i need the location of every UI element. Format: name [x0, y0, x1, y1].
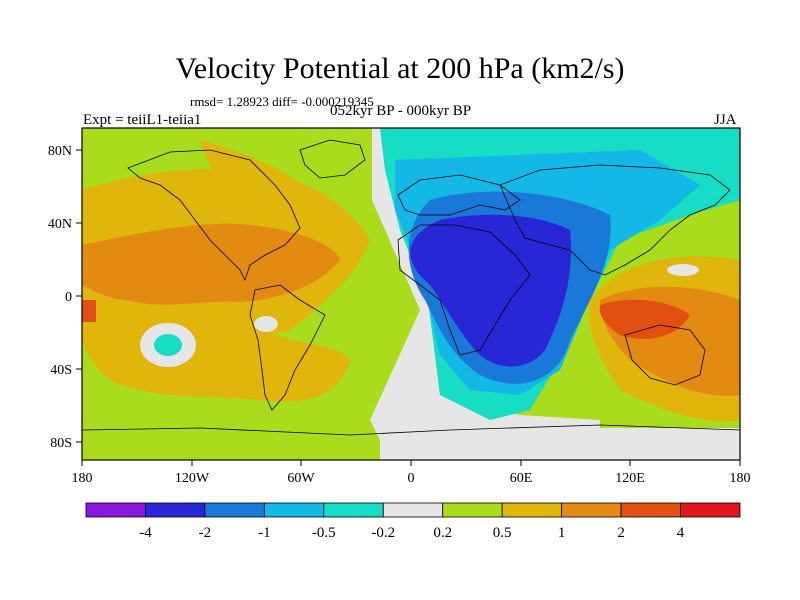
coastline-africa	[397, 224, 531, 356]
coastline-antarctica	[82, 424, 740, 436]
coastline-asia	[499, 164, 731, 276]
colorbar-swatch	[620, 502, 681, 518]
colorbar-swatch	[561, 502, 622, 518]
positive-americas-inner	[82, 223, 340, 305]
y-tick-label: 0	[65, 290, 72, 305]
colorbar-label: 0.2	[433, 525, 452, 541]
colorbar-swatch	[501, 502, 563, 518]
coastline-greenland	[299, 139, 366, 179]
y-tick-label: 80N	[48, 144, 72, 159]
eddy-negative	[154, 334, 182, 356]
colorbar-label: -4	[139, 525, 152, 541]
colorbar-swatch	[382, 502, 444, 518]
contour-field	[82, 128, 740, 460]
x-tick-label: 60E	[510, 471, 533, 486]
colorbar-label: -2	[199, 525, 212, 541]
colorbar-label: 1	[558, 525, 566, 541]
y-tick-label: 80S	[50, 436, 72, 451]
colorbar-label: -0.5	[312, 525, 336, 541]
chart-title: Velocity Potential at 200 hPa (km2/s)	[175, 52, 625, 85]
coastline-north-america	[127, 149, 301, 282]
positive-south-pacific	[82, 295, 350, 402]
colorbar-label: 2	[617, 525, 625, 541]
coastline-south-america	[249, 284, 326, 411]
x-tick-label: 0	[408, 471, 415, 486]
colorbar-label: 0.5	[493, 525, 512, 541]
colorbar-swatch	[323, 502, 384, 518]
x-tick-label: 180	[72, 471, 93, 486]
x-tick-label: 60W	[287, 471, 315, 486]
neutral-small-pacific	[667, 264, 699, 276]
experiment-label: Expt = teiiL1-teiia1	[83, 112, 202, 128]
coastline-australia	[624, 324, 706, 386]
colorbar-swatch	[263, 502, 325, 518]
x-tick-label: 180	[730, 471, 751, 486]
coastline-europe	[397, 174, 521, 216]
coastlines	[82, 139, 740, 436]
colorbar-swatch	[145, 502, 206, 518]
colorbar: -4 -2 -1 -0.5 -0.2 0.2 0.5 1 2 4	[85, 502, 741, 541]
colorbar-label: -1	[258, 525, 271, 541]
neutral-small-south-america	[254, 316, 278, 332]
colorbar-swatch	[680, 502, 741, 518]
colorbar-swatch	[442, 502, 503, 518]
x-tick-label: 120W	[175, 471, 210, 486]
season-label: JJA	[714, 112, 737, 128]
axis-ticks	[76, 149, 741, 466]
colorbar-label: 4	[677, 525, 685, 541]
colorbar-swatch	[204, 502, 265, 518]
negative-sector-core	[410, 214, 571, 367]
colorbar-swatch	[85, 502, 146, 518]
statistics-text: rmsd= 1.28923 diff= -0.000219345	[190, 94, 374, 109]
positive-maritime-core	[599, 299, 690, 339]
neutral-band-south	[380, 428, 740, 460]
colorbar-label: -0.2	[371, 525, 395, 541]
y-tick-label: 40S	[50, 363, 72, 378]
y-tick-label: 40N	[48, 217, 72, 232]
neutral-band-atlantic	[370, 128, 600, 440]
positive-north-america	[200, 140, 320, 206]
period-label: 052kyr BP - 000kyr BP	[330, 103, 472, 119]
x-tick-label: 120E	[615, 471, 645, 486]
positive-dateline-edge	[82, 300, 96, 322]
